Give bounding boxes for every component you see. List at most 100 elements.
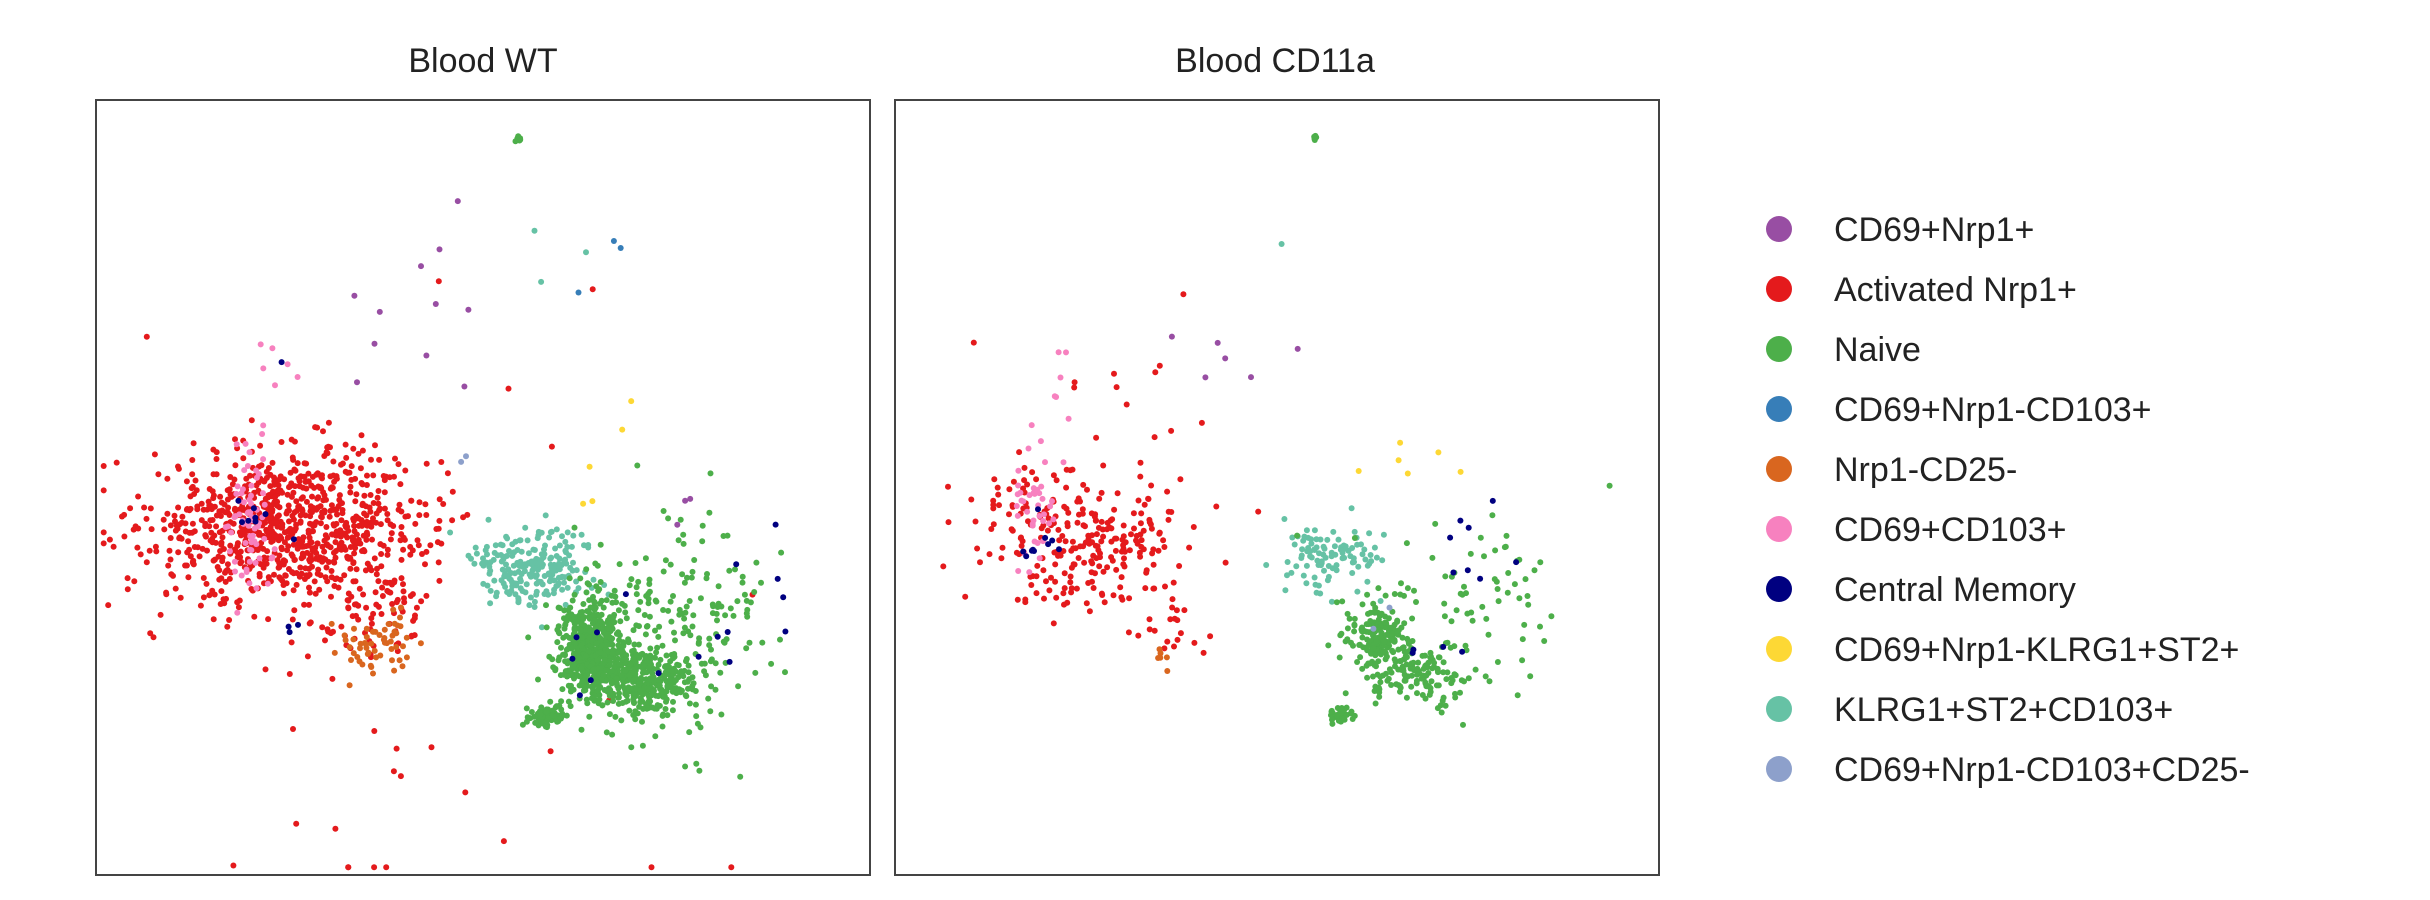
point-activated-nrp1 — [265, 465, 272, 471]
point-klrg1-st2-cd103 — [1293, 563, 1300, 570]
point-naive — [693, 760, 700, 767]
point-central-memory — [1489, 497, 1496, 504]
point-naive — [631, 641, 638, 648]
point-cd69-nrp1-cd103-cd25 — [1370, 625, 1377, 632]
point-nrp1-cd25 — [403, 654, 410, 661]
point-naive — [701, 668, 708, 675]
point-naive — [1504, 589, 1511, 596]
point-activated-nrp1 — [299, 506, 305, 513]
point-activated-nrp1 — [307, 538, 314, 545]
point-activated-nrp1 — [1061, 503, 1068, 510]
point-central-memory — [1049, 537, 1056, 544]
point-naive — [739, 573, 746, 580]
point-naive — [642, 654, 649, 661]
point-naive — [610, 613, 617, 620]
point-naive — [680, 540, 687, 547]
point-cd69-nrp1-cd103 — [617, 245, 624, 251]
point-naive — [569, 597, 576, 604]
point-activated-nrp1 — [1033, 476, 1040, 483]
point-cd69-nrp1-klrg1-st2 — [619, 426, 626, 433]
point-klrg1-st2-cd103 — [538, 278, 545, 285]
point-activated-nrp1 — [1029, 469, 1036, 476]
point-activated-nrp1 — [589, 286, 596, 293]
point-naive — [1464, 610, 1471, 617]
point-nrp1-cd25 — [348, 657, 354, 663]
point-activated-nrp1 — [355, 522, 362, 529]
point-naive — [609, 641, 616, 648]
point-activated-nrp1 — [1145, 496, 1152, 502]
point-cd69-cd103 — [245, 509, 252, 516]
point-nrp1-cd25 — [363, 634, 370, 640]
point-naive — [646, 576, 653, 583]
point-activated-nrp1 — [313, 471, 320, 478]
point-activated-nrp1 — [414, 537, 421, 544]
point-klrg1-st2-cd103 — [1354, 588, 1361, 595]
point-naive — [1479, 603, 1486, 610]
point-activated-nrp1 — [135, 493, 142, 500]
legend-label: KLRG1+ST2+CD103+ — [1834, 691, 2173, 729]
point-nrp1-cd25 — [385, 621, 392, 627]
point-naive — [640, 662, 647, 669]
point-activated-nrp1 — [301, 601, 308, 608]
point-activated-nrp1 — [1191, 639, 1198, 646]
point-activated-nrp1 — [347, 483, 354, 490]
point-activated-nrp1 — [219, 507, 226, 514]
point-central-memory — [1513, 559, 1520, 566]
point-naive — [549, 656, 556, 663]
point-naive — [646, 581, 653, 587]
point-nrp1-cd25 — [363, 641, 370, 648]
point-activated-nrp1 — [345, 604, 352, 611]
point-naive — [597, 579, 604, 585]
point-activated-nrp1 — [1021, 464, 1028, 471]
point-activated-nrp1 — [400, 588, 407, 595]
point-activated-nrp1 — [375, 500, 382, 507]
point-naive — [571, 626, 578, 633]
point-cd69-cd103 — [1026, 569, 1033, 576]
point-activated-nrp1 — [225, 504, 232, 511]
point-naive — [1449, 677, 1456, 684]
point-naive — [1441, 613, 1448, 620]
point-cd69-cd103 — [1057, 374, 1064, 381]
point-cd69-cd103 — [253, 541, 260, 548]
legend-marker — [1766, 456, 1792, 482]
point-activated-nrp1 — [141, 504, 148, 511]
point-naive — [1375, 684, 1382, 691]
point-central-memory — [780, 594, 787, 601]
point-activated-nrp1 — [1082, 523, 1088, 530]
point-activated-nrp1 — [210, 557, 217, 564]
point-klrg1-st2-cd103 — [515, 560, 522, 566]
point-activated-nrp1 — [325, 443, 332, 450]
point-activated-nrp1 — [329, 531, 335, 538]
point-naive — [1351, 535, 1358, 541]
point-naive — [561, 651, 568, 658]
point-central-memory — [1410, 646, 1417, 653]
point-nrp1-cd25 — [370, 670, 376, 677]
point-klrg1-st2-cd103 — [1367, 552, 1374, 558]
point-activated-nrp1 — [290, 489, 297, 496]
point-activated-nrp1 — [337, 533, 344, 540]
point-klrg1-st2-cd103 — [548, 528, 555, 535]
point-activated-nrp1 — [1063, 484, 1070, 491]
legend-label: Activated Nrp1+ — [1834, 271, 2077, 309]
point-activated-nrp1 — [1041, 595, 1047, 602]
point-naive — [597, 649, 604, 656]
point-activated-nrp1 — [377, 521, 384, 528]
legend-entry: CD69+Nrp1+ — [1766, 211, 2034, 249]
point-central-memory — [774, 575, 781, 582]
point-activated-nrp1 — [276, 476, 283, 483]
point-cd69-cd103 — [1028, 422, 1035, 429]
point-cd69-nrp1 — [461, 383, 468, 390]
point-naive — [722, 612, 729, 619]
point-naive — [565, 682, 572, 689]
point-naive — [1375, 585, 1382, 592]
point-activated-nrp1 — [383, 473, 389, 480]
point-activated-nrp1 — [316, 586, 323, 593]
point-naive — [583, 566, 590, 573]
point-activated-nrp1 — [268, 502, 275, 509]
point-naive — [640, 705, 647, 712]
point-activated-nrp1 — [397, 481, 404, 488]
point-naive — [1511, 581, 1518, 588]
point-activated-nrp1 — [547, 748, 554, 755]
point-naive — [626, 582, 633, 589]
point-activated-nrp1 — [396, 501, 403, 508]
